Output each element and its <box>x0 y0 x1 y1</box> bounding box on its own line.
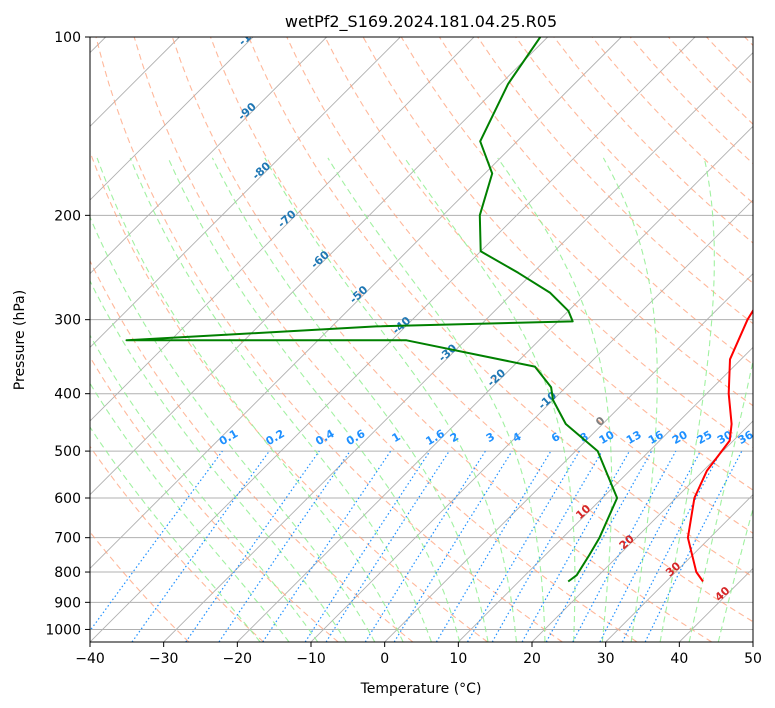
isotherm-line <box>605 494 753 642</box>
y-tick-label: 900 <box>54 595 81 611</box>
dry-adiabat <box>95 37 563 642</box>
x-tick-label: −20 <box>223 651 253 667</box>
x-tick-label: −40 <box>75 651 105 667</box>
moist-adiabat <box>688 358 753 642</box>
isotherm-line <box>384 273 753 642</box>
dry-adiabat <box>248 37 753 578</box>
isotherm-line <box>237 125 753 642</box>
y-tick-label: 200 <box>54 208 81 224</box>
dry-adiabat <box>515 37 753 284</box>
mixing-ratio-line <box>644 450 743 642</box>
mixing-ratio-line <box>572 450 677 642</box>
moist-adiabat <box>404 157 576 642</box>
dry-adiabat <box>90 356 339 642</box>
moist-adiabat <box>90 426 261 642</box>
moist-adiabat <box>90 334 319 642</box>
mixing-ratio-line <box>393 450 513 642</box>
chart-title: wetPf2_S169.2024.181.04.25.R05 <box>285 12 557 32</box>
x-axis-label: Temperature (°C) <box>360 681 482 697</box>
y-tick-label: 400 <box>54 387 81 403</box>
moist-adiabat <box>90 279 347 642</box>
moist-adiabat <box>167 157 461 642</box>
mixing-ratio-line <box>218 450 351 642</box>
moist-adiabat <box>659 157 715 642</box>
x-tick-label: 30 <box>597 651 615 667</box>
x-tick-label: 40 <box>670 651 688 667</box>
moist-adiabat <box>129 157 432 642</box>
y-axis-label: Pressure (hPa) <box>12 290 28 390</box>
isotherm-line <box>531 420 753 642</box>
dry-adiabat <box>286 37 753 534</box>
mixing-ratio-line <box>304 450 431 642</box>
y-axis-ticks: 100 200 300 400 500 600 700 800 900 1000 <box>45 30 90 638</box>
moist-adiabat <box>717 506 753 642</box>
moist-adiabat <box>90 382 290 642</box>
profile-series <box>125 37 753 583</box>
isotherm-line <box>90 37 401 348</box>
moist-adiabat <box>327 157 546 642</box>
mixing-ratio-line <box>521 450 631 642</box>
mixing-ratio-line <box>90 450 223 632</box>
y-tick-label: 600 <box>54 491 81 507</box>
y-tick-label: 1000 <box>45 622 81 638</box>
y-tick-label: 100 <box>54 30 81 46</box>
y-tick-label: 300 <box>54 313 81 329</box>
dry-adiabat <box>90 259 414 642</box>
y-tick-label: 800 <box>54 565 81 581</box>
x-tick-label: 50 <box>744 651 762 667</box>
isotherm-line <box>458 346 753 642</box>
mixing-ratio-line <box>131 450 270 642</box>
moist-adiabat <box>90 215 376 642</box>
x-tick-label: −10 <box>296 651 326 667</box>
dry-adiabat <box>90 445 264 642</box>
isotherm-label: -100 <box>236 20 265 48</box>
dry-adiabat <box>171 37 712 642</box>
moist-adiabat <box>602 157 658 642</box>
plot-frame <box>89 36 754 643</box>
x-tick-label: 0 <box>380 651 389 667</box>
mixing-ratio-label: 36 <box>736 428 756 447</box>
isotherm-line <box>752 641 753 642</box>
x-tick-label: 20 <box>523 651 541 667</box>
y-tick-label: 500 <box>54 444 81 460</box>
y-tick-label: 700 <box>54 531 81 547</box>
isotherm-line <box>90 37 254 201</box>
dry-adiabat <box>324 37 753 491</box>
x-tick-label: −30 <box>149 651 179 667</box>
moist-adiabat <box>497 157 613 642</box>
x-axis-ticks: −40 −30 −20 −10 0 10 20 30 40 50 <box>75 642 762 667</box>
x-tick-label: 10 <box>449 651 467 667</box>
dewpoint-profile-line <box>125 37 619 583</box>
moist-adiabat <box>211 157 489 642</box>
mixing-ratio-line <box>185 450 320 642</box>
pressure-gridlines <box>90 37 753 630</box>
dry-adiabat <box>209 37 753 623</box>
isotherm-line <box>163 52 753 642</box>
mixing-ratio-line <box>545 450 653 642</box>
mixing-ratio-line <box>325 450 450 642</box>
mixing-ratio-line <box>262 450 392 642</box>
moist-adiabat <box>96 157 404 642</box>
temperature-profile-line <box>686 308 753 583</box>
isotherm-line <box>90 37 327 275</box>
